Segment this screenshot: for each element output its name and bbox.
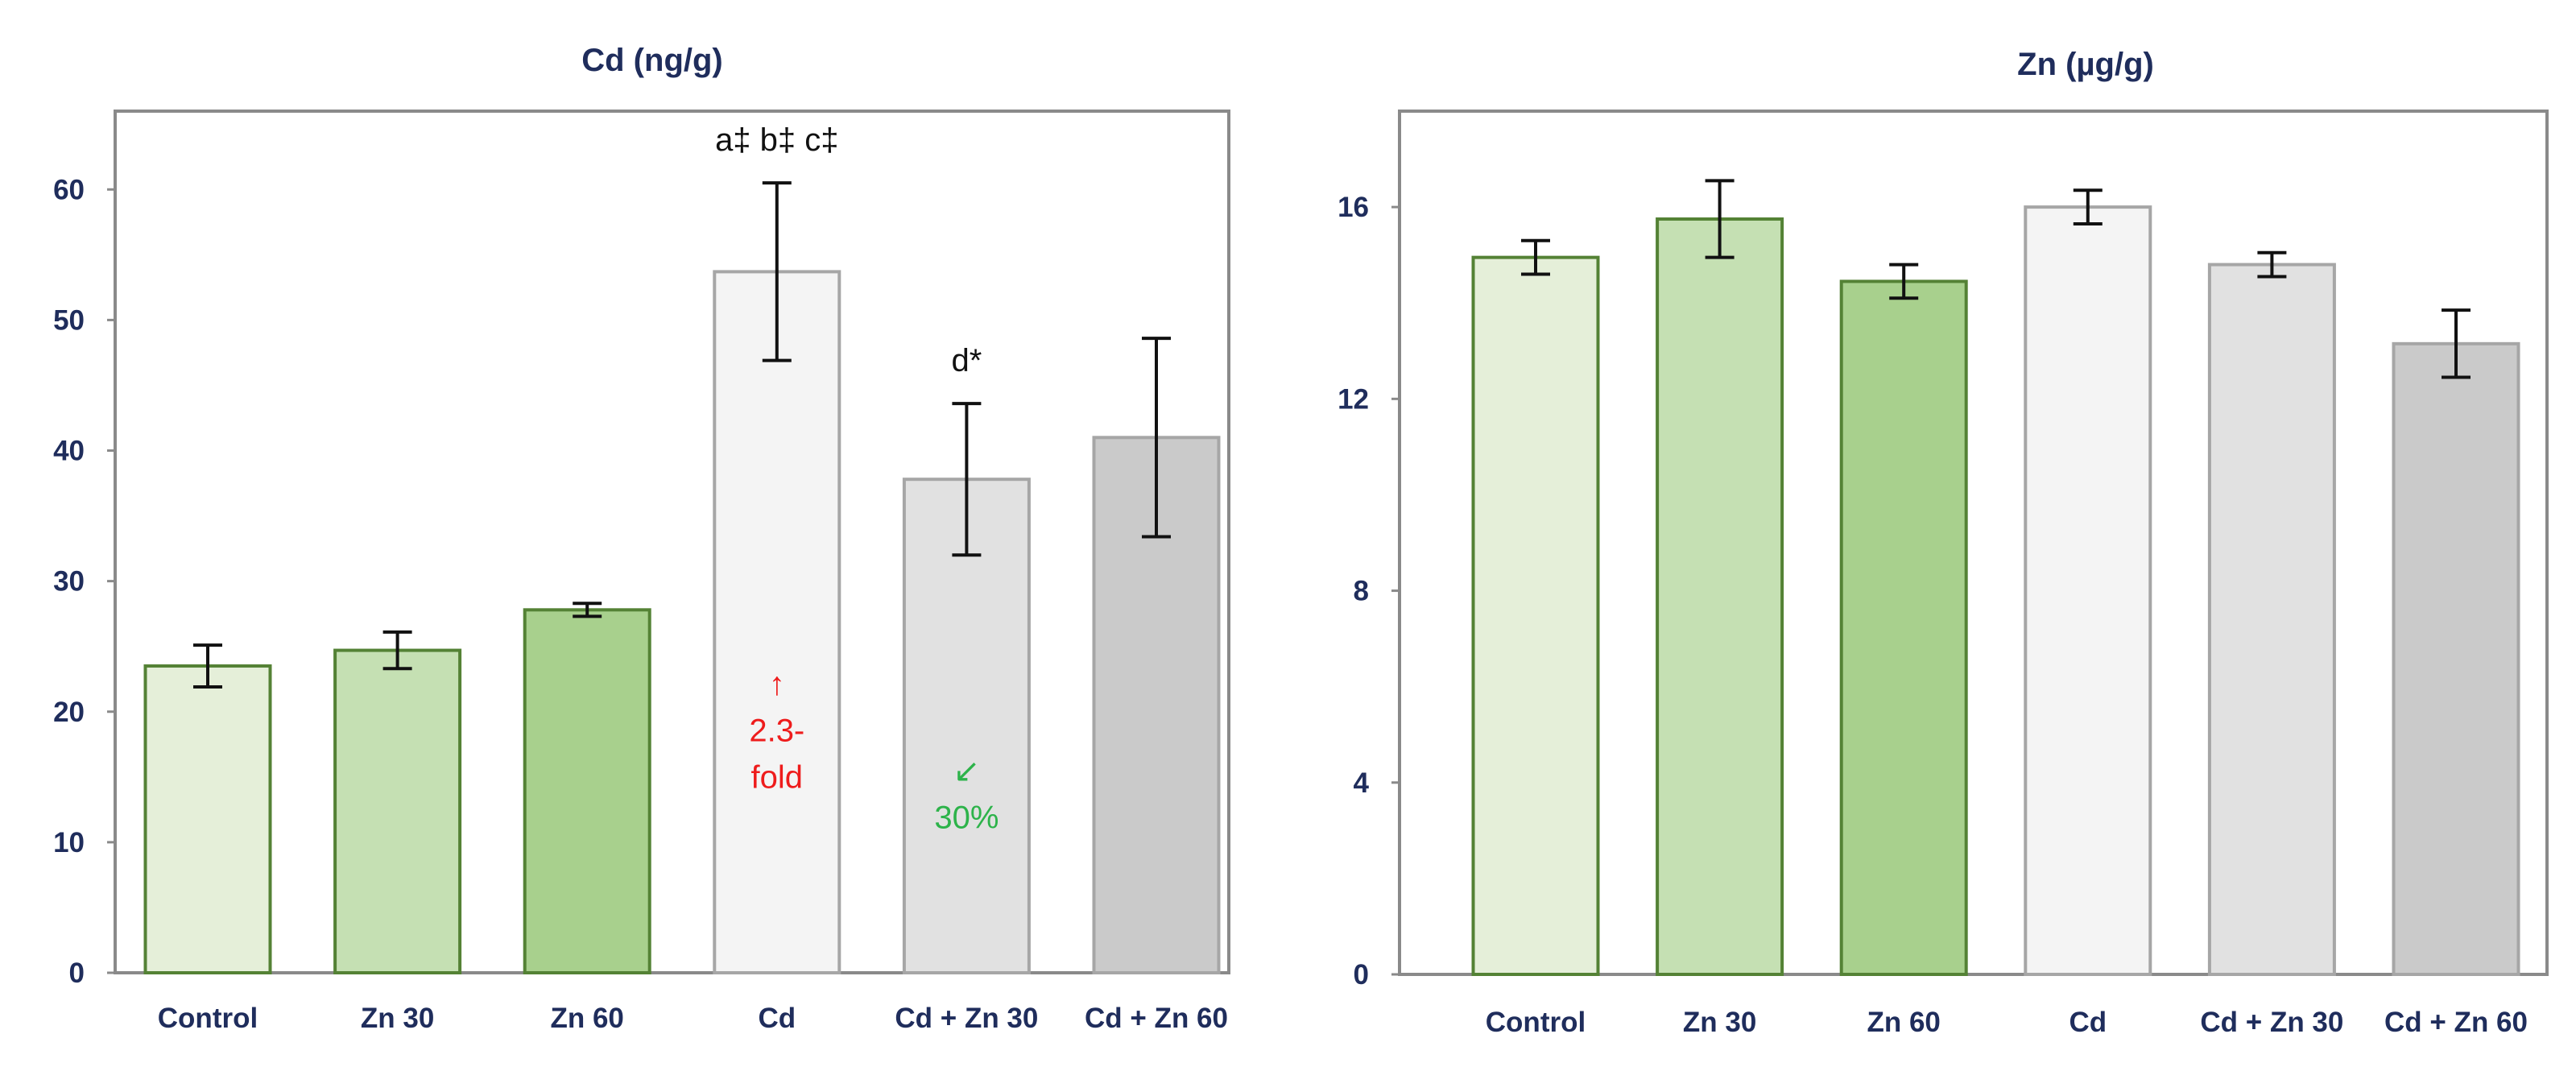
zn-ytick-label: 0 <box>1354 959 1369 990</box>
cd-ytick-label: 10 <box>53 827 85 858</box>
cd-xtick-label: Cd + Zn 60 <box>1085 1003 1228 1034</box>
cd-chart: Cd (ng/g) 0 10 20 30 40 50 60 Control Zn 30 Zn 60… <box>53 43 1230 1034</box>
cd-ytick-label: 30 <box>53 566 85 598</box>
cd-chart-title: Cd (ng/g) <box>581 43 723 78</box>
zn-chart-title: Zn (µg/g) <box>2017 47 2154 82</box>
zn-ytick-label: 16 <box>1338 192 1369 223</box>
cd-annotation-text: d* <box>951 343 982 378</box>
zn-error-bar <box>2442 308 2471 379</box>
zn-ytick-label: 12 <box>1338 383 1369 415</box>
cd-xtick-label: Control <box>158 1003 258 1034</box>
cd-bar <box>143 664 272 974</box>
zn-error-bar <box>1521 238 1550 276</box>
zn-xtick-label: Cd + Zn 60 <box>2384 1007 2528 1038</box>
zn-bar <box>1471 255 1600 976</box>
cd-error-bar <box>573 602 602 618</box>
cd-bar <box>713 270 841 974</box>
cd-xtick-label: Zn 60 <box>550 1003 623 1034</box>
cd-error-bar <box>762 181 792 362</box>
zn-xtick-label: Cd + Zn 30 <box>2200 1007 2343 1038</box>
cd-error-bar <box>952 402 982 557</box>
cd-annotation-text: fold <box>751 759 804 795</box>
cd-ytick-label: 20 <box>53 697 85 728</box>
zn-plot-frame <box>1398 110 2549 976</box>
zn-error-bar <box>2073 188 2103 225</box>
cd-annotation-text: ↙ <box>953 754 981 789</box>
cd-xtick-label: Cd <box>758 1003 796 1034</box>
zn-ytick-label: 4 <box>1354 767 1370 799</box>
zn-ytick-label: 8 <box>1354 576 1369 607</box>
cd-error-bar <box>193 643 222 689</box>
cd-bar <box>523 608 651 974</box>
cd-xtick-label: Zn 30 <box>361 1003 434 1034</box>
zn-xtick-label: Cd <box>2069 1007 2107 1038</box>
zn-error-bar <box>1889 263 1919 300</box>
zn-xtick-label: Control <box>1486 1007 1586 1038</box>
zn-bar <box>2024 205 2152 977</box>
cd-ytick-label: 50 <box>53 304 85 336</box>
zn-bar <box>2207 263 2336 977</box>
cd-error-bar <box>1142 337 1171 539</box>
zn-xtick-label: Zn 30 <box>1683 1007 1756 1038</box>
cd-ytick-label: 60 <box>53 174 85 205</box>
cd-ytick-label: 0 <box>69 957 85 989</box>
cd-xtick-label: Cd + Zn 30 <box>895 1003 1038 1034</box>
zn-bar <box>1656 217 1784 976</box>
cd-annotation-text: 2.3- <box>749 713 804 748</box>
cd-ytick-label: 40 <box>53 436 85 467</box>
zn-bar <box>1839 279 1968 976</box>
zn-error-bar <box>2257 250 2287 279</box>
cd-error-bar <box>382 630 412 671</box>
cd-annotation-text: a‡ b‡ c‡ <box>715 122 838 158</box>
zn-xtick-label: Zn 60 <box>1867 1007 1940 1038</box>
cd-annotation-text: 30% <box>934 800 999 836</box>
zn-chart: Zn (µg/g) 0 4 8 12 16 Control Zn 30 Zn 60 Cd Cd +… <box>1338 47 2549 1038</box>
zn-error-bar <box>1705 179 1735 259</box>
zn-bar <box>2392 341 2520 977</box>
cd-plot-frame <box>114 110 1230 974</box>
cd-annotation-text: ↑ <box>769 666 785 701</box>
cd-bar <box>333 648 462 974</box>
